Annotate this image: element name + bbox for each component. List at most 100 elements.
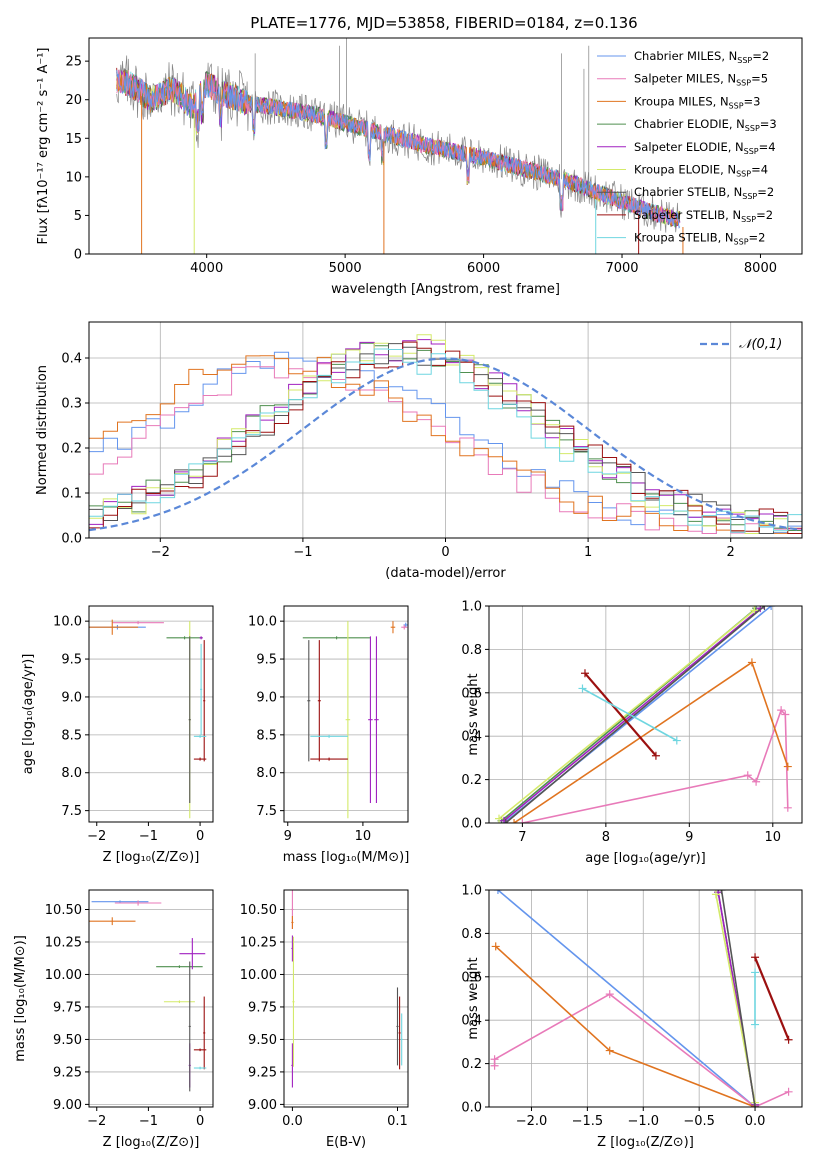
weight-marker: [605, 990, 614, 999]
normal-curve: [89, 357, 802, 532]
weight-marker: [500, 816, 509, 823]
y-axis-label: mass weight: [466, 673, 481, 755]
x-tick-label: 0: [196, 1114, 204, 1129]
y-tick-label: 9.0: [256, 690, 277, 705]
weight-vs-age-frame: 7 8 9 10 0.0 0.2 0.4 0.6 0.8 1.0 age [log₁₀(age/yr…: [461, 600, 803, 866]
weight-marker: [751, 1103, 760, 1107]
legend-label: Kroupa STELIB, NSSP=2: [634, 231, 765, 247]
mass-vs-EBV-frame: 0.0 0.1 9.00 9.25 9.50 9.75 10.00 10.25 10.50 E(B…: [240, 889, 409, 1150]
x-axis-label: Z [log₁₀(Z/Z⊙)]: [103, 1135, 200, 1150]
figure-title: PLATE=1776, MJD=53858, FIBERID=0184, z=0…: [250, 14, 637, 32]
y-tick-label: 0.6: [461, 970, 482, 985]
weight-series-line: [584, 672, 657, 757]
y-tick-label: 0.0: [461, 817, 482, 832]
weight-series-line: [513, 661, 789, 823]
x-tick-label: −1.0: [627, 1114, 659, 1129]
weight-marker: [752, 777, 761, 786]
x-tick-label: −2: [87, 1114, 106, 1129]
y-tick-label: 10.0: [53, 615, 82, 630]
y-tick-label: 0.4: [61, 352, 82, 367]
legend-label: Salpeter MILES, NSSP=5: [634, 72, 768, 88]
histogram-series: [89, 363, 802, 534]
weight-marker: [777, 706, 786, 715]
weight-marker: [578, 684, 587, 693]
y-tick-label: 25: [65, 55, 82, 70]
weight-series-line: [498, 609, 755, 820]
x-tick-label: −2: [151, 545, 170, 560]
y-tick-label: 9.5: [61, 653, 82, 668]
y-tick-label: 0: [74, 248, 82, 263]
weight-marker: [672, 736, 681, 745]
y-tick-label: 0.3: [61, 397, 82, 412]
y-axis-label: age [log₁₀(age/yr)]: [21, 654, 36, 775]
x-tick-label: 0.0: [745, 1114, 766, 1129]
y-tick-label: 15: [65, 132, 82, 147]
legend-label: 𝒩(0,1): [739, 337, 782, 352]
x-axis-label: wavelength [Angstrom, rest frame]: [331, 282, 560, 297]
mass-vs-EBV-points: [291, 890, 403, 1088]
weight-vs-age-lines: [495, 606, 792, 823]
x-tick-label: 6000: [467, 261, 500, 276]
mass-vs-Z-points: [89, 900, 207, 1092]
weight-marker: [751, 968, 760, 977]
weight-marker: [605, 1046, 614, 1055]
legend-label: Salpeter STELIB, NSSP=2: [634, 208, 773, 224]
y-tick-label: 9.00: [53, 1098, 82, 1113]
weight-series-line: [503, 607, 761, 822]
y-tick-label: 9.75: [248, 1000, 277, 1015]
weight-series-line: [582, 687, 678, 742]
y-tick-label: 10.50: [45, 903, 82, 918]
weight-marker: [580, 669, 589, 678]
weight-marker: [501, 819, 510, 823]
x-tick-label: 8000: [744, 261, 777, 276]
y-tick-label: 1.0: [461, 884, 482, 899]
weight-series-line: [753, 956, 790, 1041]
x-tick-label: 0: [196, 829, 204, 844]
weight-marker: [751, 953, 760, 962]
plot-frame: [488, 605, 803, 824]
y-tick-label: 0.0: [61, 532, 82, 547]
weight-marker: [783, 803, 792, 812]
weight-series-line: [497, 890, 756, 1107]
weight-marker: [767, 606, 776, 610]
weight-marker: [518, 819, 527, 823]
y-tick-label: 9.25: [53, 1065, 82, 1080]
age-vs-Z-frame: −2 −1 0 7.5 8.0 8.5 9.0 9.5 10.0 Z [log₁₀(Z/Z⊙)] a…: [21, 605, 214, 865]
x-tick-label: 8: [602, 830, 610, 845]
legend-label: Salpeter ELODIE, NSSP=4: [634, 140, 776, 156]
y-tick-label: 8.0: [256, 766, 277, 781]
y-tick-label: 0.2: [61, 442, 82, 457]
weight-marker: [490, 1055, 499, 1064]
y-tick-label: 9.50: [248, 1033, 277, 1048]
y-tick-label: 1.0: [461, 600, 482, 615]
x-tick-label: −1: [139, 1114, 158, 1129]
weight-marker: [711, 890, 720, 899]
y-tick-label: 9.50: [53, 1033, 82, 1048]
y-tick-label: 0.6: [461, 686, 482, 701]
x-tick-label: 4000: [190, 261, 223, 276]
spectrum-lines: [116, 38, 684, 254]
y-axis-label: Normed distribution: [35, 365, 50, 495]
weight-series-line: [505, 606, 765, 823]
y-tick-label: 9.00: [248, 1098, 277, 1113]
y-tick-label: 9.25: [248, 1065, 277, 1080]
weight-marker: [717, 890, 726, 894]
y-tick-label: 0.0: [461, 1101, 482, 1116]
weight-marker: [751, 1020, 760, 1029]
spectrum-series: [116, 70, 681, 229]
age-vs-mass-points: [302, 621, 408, 819]
legend-label: Chabrier STELIB, NSSP=2: [634, 185, 774, 201]
y-tick-label: 0.4: [461, 730, 482, 745]
y-axis-label: mass [log₁₀(M/M⊙)]: [13, 935, 28, 1062]
y-tick-label: 8.0: [61, 766, 82, 781]
y-tick-label: 10.0: [248, 615, 277, 630]
weight-marker: [491, 942, 500, 951]
age-vs-mass-frame: 9 10 7.5 8.0 8.5 9.0 9.5 10.0 mass [log₁₀(M/M⊙)]: [248, 605, 409, 865]
y-axis-label: mass weight: [466, 957, 481, 1039]
x-tick-label: 5000: [329, 261, 362, 276]
weight-marker: [781, 710, 790, 719]
plot-frame: [88, 889, 214, 1108]
histograms: [89, 334, 802, 534]
y-tick-label: 5: [74, 209, 82, 224]
weight-marker: [750, 606, 759, 615]
